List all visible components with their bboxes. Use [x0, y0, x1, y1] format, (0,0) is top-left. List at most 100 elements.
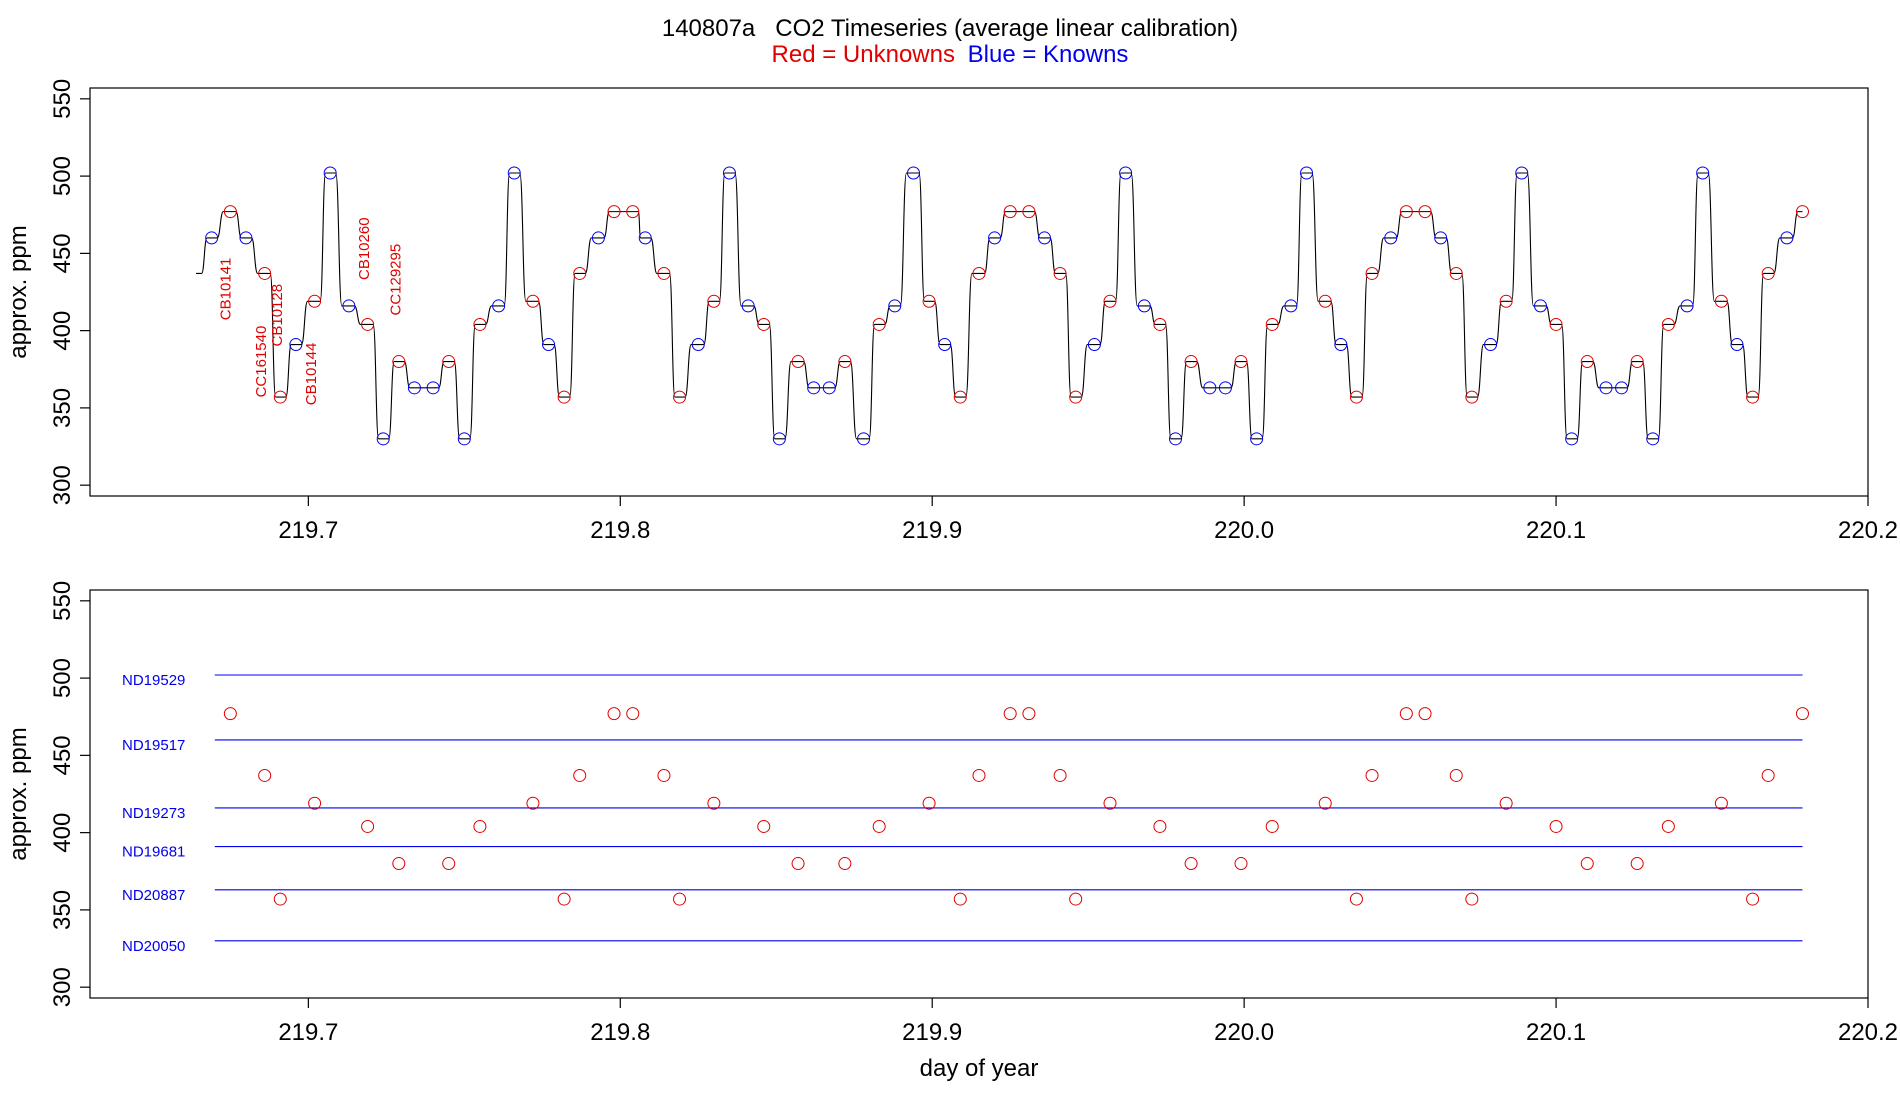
sample-label: CB10141 [217, 258, 234, 321]
standard-label: ND20050 [122, 938, 185, 955]
standard-label: ND19529 [122, 672, 185, 689]
unknown-point [673, 390, 687, 404]
known-point [542, 338, 556, 352]
known-point [1038, 231, 1052, 245]
unknown-point [1053, 266, 1067, 280]
known-point [1780, 231, 1794, 245]
unknown-point [1103, 294, 1117, 308]
unknown-point [1349, 390, 1363, 404]
unknown-point [1714, 796, 1728, 810]
known-point [1384, 231, 1398, 245]
unknown-point [1630, 355, 1644, 369]
unknown-point [757, 317, 771, 331]
unknown-point [1022, 707, 1036, 721]
known-point [772, 432, 786, 446]
x-tick-label: 220.1 [1526, 517, 1586, 544]
known-point [239, 231, 253, 245]
known-point [205, 231, 219, 245]
standard-label: ND19273 [122, 805, 185, 822]
unknown-point [361, 819, 375, 833]
unknown-point [657, 266, 671, 280]
known-point [1434, 231, 1448, 245]
unknown-point [308, 796, 322, 810]
unknown-point [1234, 355, 1248, 369]
subtitle-knowns: Blue = Knowns [968, 41, 1129, 68]
unknown-point [573, 768, 587, 782]
unknown-point [258, 768, 272, 782]
sample-label: CB10128 [269, 284, 286, 347]
known-point [722, 166, 736, 180]
unknown-point [1661, 317, 1675, 331]
unknown-point [273, 390, 287, 404]
unknown-point [791, 355, 805, 369]
unknown-point [953, 892, 967, 906]
known-point [492, 299, 506, 313]
y-tick-label: 300 [49, 967, 76, 1007]
known-point [376, 432, 390, 446]
unknown-point [953, 390, 967, 404]
timeseries-panel: 219.7 219.8 219.9 220.0 220.1 220.2 300 350 400 4… [5, 79, 1898, 544]
unknown-point [1265, 819, 1279, 833]
known-point [1334, 338, 1348, 352]
unknown-point [1103, 796, 1117, 810]
known-point [938, 338, 952, 352]
known-point [888, 299, 902, 313]
x-tick-label: 220.2 [1838, 517, 1898, 544]
sample-label: CB10144 [303, 343, 320, 406]
y-tick-label: 550 [49, 79, 76, 119]
unknown-point [1661, 819, 1675, 833]
unknown-point [223, 707, 237, 721]
known-point [342, 299, 356, 313]
known-point [1730, 338, 1744, 352]
timeseries-trace [196, 172, 1803, 440]
known-point [457, 432, 471, 446]
sample-label: CC129295 [387, 244, 404, 316]
known-point [407, 381, 421, 395]
unknown-point [1449, 266, 1463, 280]
unknown-point [791, 857, 805, 871]
unknown-point [526, 796, 540, 810]
unknown-point [626, 205, 640, 219]
x-tick-label: 219.9 [902, 1019, 962, 1046]
plot-frame [89, 87, 1869, 497]
unknown-point [1580, 857, 1594, 871]
x-tick-label: 220.0 [1214, 517, 1274, 544]
unknown-point [1418, 707, 1432, 721]
unknown-point [442, 857, 456, 871]
chart-title: 140807a CO2 Timeseries (average linear c… [662, 15, 1238, 42]
unknown-point [1465, 892, 1479, 906]
x-tick-label: 219.7 [278, 1019, 338, 1046]
unknown-point [1795, 707, 1809, 721]
known-point [1646, 432, 1660, 446]
known-point [1169, 432, 1183, 446]
unknown-point [626, 707, 640, 721]
known-point [1203, 381, 1217, 395]
unknown-point [1153, 317, 1167, 331]
y-tick-label: 350 [49, 890, 76, 930]
unknown-point [1746, 892, 1760, 906]
unknown-point [1630, 857, 1644, 871]
known-point [1119, 166, 1133, 180]
unknown-point [557, 892, 571, 906]
unknown-point [1318, 796, 1332, 810]
sample-label: CB10260 [356, 217, 373, 280]
y-tick-label: 300 [49, 465, 76, 505]
sample-label: CC161540 [253, 326, 270, 398]
y-tick-label: 450 [49, 233, 76, 273]
known-point [1533, 299, 1547, 313]
unknown-point [1318, 294, 1332, 308]
unknown-point [972, 768, 986, 782]
x-axis-label: day of year [920, 1055, 1039, 1082]
known-point [988, 231, 1002, 245]
unknown-point [1795, 205, 1809, 219]
y-tick-label: 450 [49, 735, 76, 775]
unknown-point [1746, 390, 1760, 404]
unknown-point [1153, 819, 1167, 833]
known-point [906, 166, 920, 180]
unknown-point [1761, 768, 1775, 782]
unknown-point [922, 294, 936, 308]
unknown-point [223, 205, 237, 219]
unknown-point [872, 819, 886, 833]
y-tick-label: 550 [49, 581, 76, 621]
unknown-point [361, 317, 375, 331]
